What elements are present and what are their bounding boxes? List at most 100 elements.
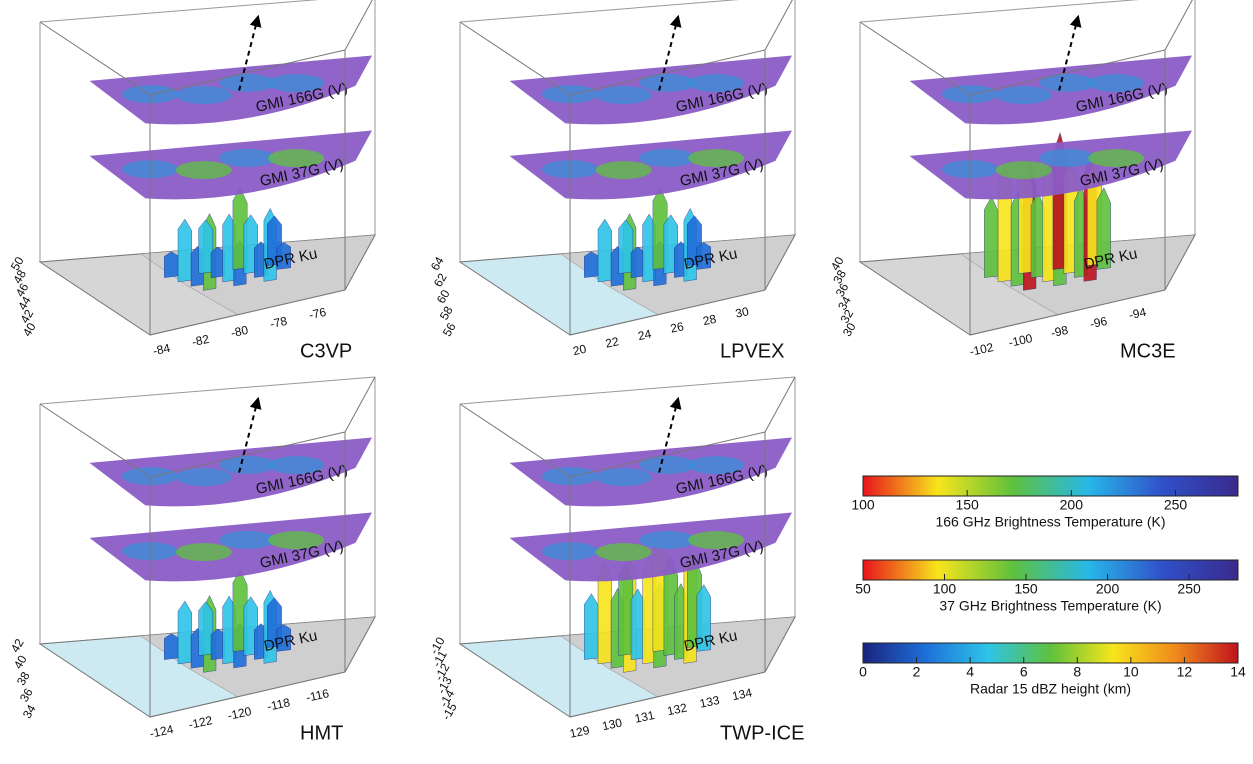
x-tick-label: 134 [731,685,754,703]
box-edge [765,377,795,432]
y-tick-label: 40 [828,254,847,273]
radar-column [178,219,192,282]
x-tick-label: -84 [152,341,172,358]
panel: GMI 37G (V)GMI 166G (V)DPR Ku12913013113… [427,377,805,744]
colorbar-tick-label: 12 [1177,664,1193,680]
x-tick-label: 133 [698,693,721,711]
colorbar-label: 37 GHz Brightness Temperature (K) [939,598,1161,614]
box-edge [40,0,375,22]
panel-title: MC3E [1120,340,1176,362]
x-tick-label: -80 [230,323,250,340]
x-tick-label: -102 [968,340,995,359]
radar-column [178,601,192,664]
swath-feature [639,149,695,167]
colorbar-tick-label: 150 [955,497,979,513]
x-tick-label: 22 [604,334,620,351]
colorbar-tick-label: 10 [1123,664,1139,680]
swath-feature [996,161,1052,179]
x-tick-label: 131 [633,708,656,726]
panel-title: LPVEX [720,340,784,362]
box-edge [860,0,1195,22]
x-tick-label: -122 [187,713,214,732]
radar-column [984,197,998,278]
y-tick-label: 50 [8,254,27,273]
panel: GMI 37G (V)GMI 166G (V)DPR Ku-84-82-80-7… [8,0,375,362]
colorbar [863,476,1238,496]
x-tick-label: -96 [1089,314,1109,331]
colorbar-tick-label: 50 [855,581,871,597]
box-edge [460,377,795,404]
x-tick-label: -116 [305,686,331,705]
box-edge [765,0,795,50]
swath-feature [219,531,275,549]
colorbar-tick-label: 250 [1164,497,1188,513]
colorbar-tick-label: 8 [1073,664,1081,680]
panel-title: TWP-ICE [720,722,804,744]
swath-feature [596,161,652,179]
colorbar [863,643,1238,663]
x-tick-label: -76 [308,305,328,322]
panel: GMI 37G (V)GMI 166G (V)DPR Ku-124-122-12… [8,377,375,744]
panel-title: C3VP [300,340,352,362]
radar-column [164,634,178,660]
swath-feature [176,468,232,486]
colorbar-tick-label: 100 [851,497,875,513]
swath-feature [596,468,652,486]
colorbar-tick-label: 2 [913,664,921,680]
colorbar [863,560,1238,580]
colorbar-tick-label: 14 [1230,664,1246,680]
x-tick-label: 129 [568,723,591,741]
radar-column [598,219,612,282]
y-tick-label: 40 [11,653,30,672]
x-tick-label: -120 [226,704,253,723]
colorbar-tick-label: 250 [1177,581,1201,597]
figure: GMI 37G (V)GMI 166G (V)DPR Ku-84-82-80-7… [0,0,1253,764]
radar-column [164,252,178,278]
colorbar-tick-label: 200 [1096,581,1120,597]
colorbar-tick-label: 150 [1014,581,1038,597]
x-tick-label: 20 [572,342,588,359]
swath-feature [219,149,275,167]
y-tick-label: 58 [437,304,456,323]
x-tick-label: 26 [669,319,685,336]
colorbar-tick-label: 200 [1060,497,1084,513]
y-tick-label: 62 [431,271,450,290]
swath-feature [1039,149,1095,167]
swath-feature [639,531,695,549]
swath-feature [176,161,232,179]
swath-feature [176,86,232,104]
x-tick-label: -98 [1050,323,1070,340]
panel-title: HMT [300,722,343,744]
colorbar-label: Radar 15 dBZ height (km) [970,681,1131,697]
swath-feature [176,543,232,561]
x-tick-label: 130 [601,715,624,733]
radar-column [199,602,213,656]
x-tick-label: 132 [666,700,689,718]
swath-feature [596,543,652,561]
swath-feature [996,86,1052,104]
x-tick-label: 24 [637,327,653,344]
x-tick-label: 28 [702,312,718,329]
x-tick-label: -82 [191,332,211,349]
y-tick-label: 42 [8,636,27,655]
box-edge [345,377,375,432]
radar-column [619,220,633,274]
colorbar-tick-label: 100 [933,581,957,597]
x-tick-label: 30 [734,304,750,321]
box-edge [1165,0,1195,50]
colorbar-tick-label: 0 [859,664,867,680]
radar-column [584,252,598,278]
y-tick-label: 34 [20,702,39,721]
y-tick-label: 64 [428,254,447,273]
y-tick-label: 36 [17,686,36,705]
panel: GMI 37G (V)GMI 166G (V)DPR Ku-102-100-98… [828,0,1195,362]
swath-feature [596,86,652,104]
y-tick-label: 60 [434,287,453,306]
x-tick-label: -94 [1128,305,1148,322]
x-tick-label: -124 [148,722,175,741]
x-tick-label: -78 [269,314,289,331]
colorbar-tick-label: 4 [966,664,974,680]
box-edge [345,0,375,50]
x-tick-label: -100 [1007,331,1034,350]
box-edge [460,0,795,22]
